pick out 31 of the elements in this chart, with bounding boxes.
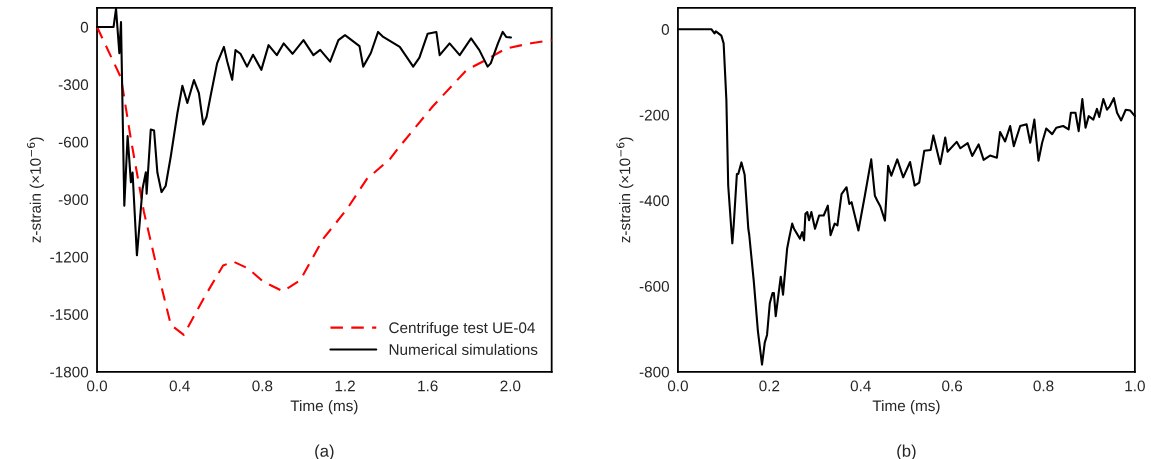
legend-label: Centrifuge test UE-04	[389, 321, 535, 337]
x-axis-title: Time (ms)	[872, 399, 940, 415]
y-tick-label: -200	[639, 109, 670, 121]
y-tick-label: -1800	[50, 366, 89, 378]
x-tick-label: 0.2	[759, 380, 780, 392]
y-tick-label: -400	[639, 195, 670, 207]
x-tick-label: 0.0	[87, 380, 108, 392]
x-tick-label: 0.4	[850, 380, 871, 392]
x-tick-label: 0.6	[942, 380, 963, 392]
x-tick-label: 1.0	[1125, 380, 1145, 392]
x-tick-label: 0.0	[667, 380, 688, 392]
legend-label: Numerical simulations	[389, 343, 538, 356]
y-tick-label: -1500	[50, 309, 89, 320]
y-tick-label: -600	[639, 281, 670, 292]
x-tick-label: 1.2	[335, 380, 355, 392]
x-tick-label: 0.8	[1033, 380, 1054, 392]
line-series	[95, 25, 553, 336]
y-axis-title: z-strain (×10$^{−6}$)	[26, 137, 44, 243]
x-tick-label: 0.8	[252, 380, 273, 392]
x-tick-label: 2.0	[500, 380, 521, 392]
y-tick-label: 0	[661, 24, 670, 35]
y-tick-label: -300	[58, 79, 89, 91]
y-tick-label: -900	[58, 194, 89, 206]
x-tick-label: 0.4	[169, 380, 190, 392]
x-tick-label: 1.6	[418, 380, 438, 392]
x-axis-title: Time (ms)	[290, 399, 358, 415]
y-axis-title: z-strain (×10$^{−6}$)	[616, 137, 634, 243]
y-tick-label: -600	[58, 136, 89, 148]
y-tick-label: -800	[639, 366, 670, 378]
y-tick-label: -1200	[50, 251, 89, 263]
y-tick-label: 0	[80, 21, 89, 33]
